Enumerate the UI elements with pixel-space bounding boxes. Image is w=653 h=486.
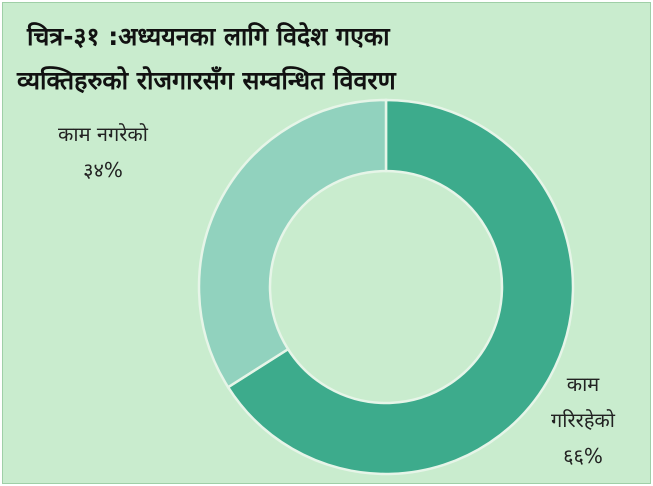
slice-label-not-working: काम नगरेको ३४% [38,116,168,188]
donut-slice-working [226,98,575,476]
donut-slice-not-working [197,98,388,389]
slice-label-working: काम गरिरहेको ६६% [538,366,628,474]
chart-title: चित्र-३१ :अध्ययनका लागि विदेश गएका व्यक्… [17,15,637,103]
slice-label-working-line-1: काम [566,372,600,396]
chart-title-line-2: व्यक्तिहरुको रोजगारसँग सम्वन्धित विवरण [17,66,396,95]
slice-value-not-working: ३४% [83,158,123,182]
slice-value-working: ६६% [563,444,603,468]
chart-title-line-1: चित्र-३१ :अध्ययनका लागि विदेश गएका [27,22,390,51]
slice-label-not-working-line-1: काम नगरेको [58,122,148,146]
slice-label-working-line-2: गरिरहेको [551,408,615,432]
